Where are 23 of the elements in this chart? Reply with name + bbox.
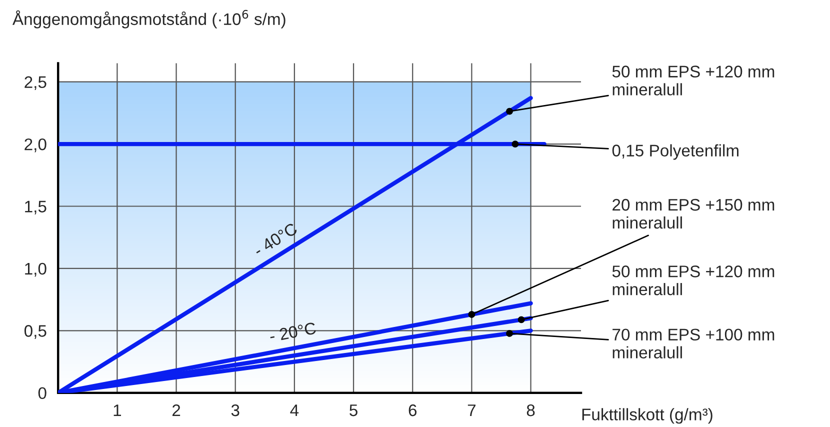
x-tick-label: 1 — [114, 404, 122, 416]
x-tick-label: 6 — [408, 404, 417, 416]
x-tick-label: 2 — [172, 404, 180, 416]
annotation: - 20°C — [269, 322, 316, 342]
y-tick-label: 2,0 — [24, 138, 46, 152]
y-tick-label: 0 — [38, 387, 46, 400]
text: 50 mm EPS +120 mm mineralull — [612, 66, 774, 96]
y-axis-title: Ånggenomgångsmotstånd (·10$^{6}$ s/m) — [12, 10, 286, 28]
x-tick-label: 4 — [290, 404, 299, 416]
x-tick-label: 7 — [468, 404, 476, 416]
y-tick-label: 1,0 — [25, 262, 46, 277]
x-tick-label: 5 — [350, 404, 358, 416]
text: 70 mm EPS +100 mm mineralull — [612, 328, 774, 358]
y-tick-label: 1,5 — [25, 200, 46, 214]
annotation: - 40°C — [252, 222, 298, 257]
y-tick-label: 0,5 — [24, 325, 46, 339]
text: 50 mm EPS +120 mm mineralull — [612, 266, 774, 296]
x-tick-label: 8 — [526, 404, 535, 416]
x-axis-title: Fukttillskott (g/m³) — [582, 408, 712, 424]
x-tick-label: 3 — [231, 404, 240, 416]
text: 20 mm EPS +150 mm mineralull — [612, 198, 774, 229]
text: 0,15 Polyetenfilm — [612, 144, 738, 160]
y-tick-label: 2,5 — [24, 76, 46, 90]
